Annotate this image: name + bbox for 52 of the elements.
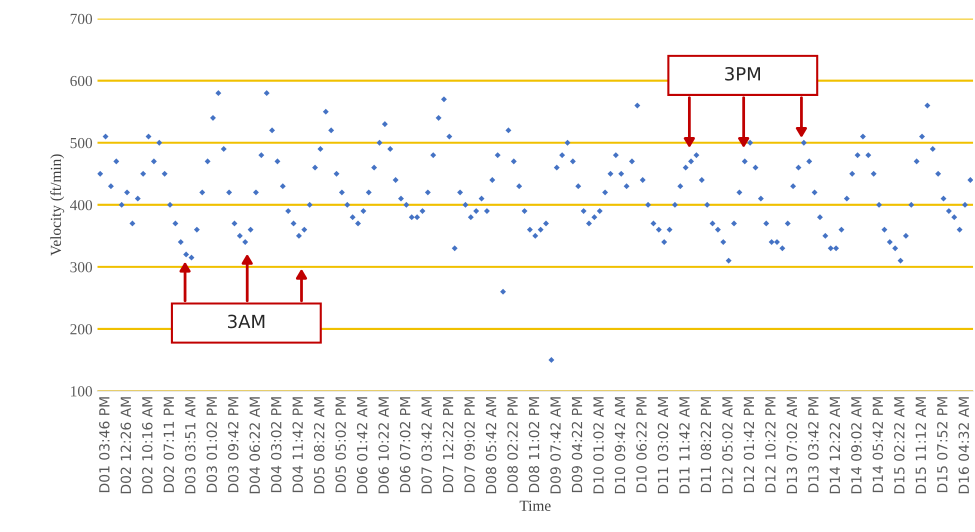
x-tick-label: D13 07:02 AM <box>786 397 798 494</box>
x-tick-label: D16 04:32 AM <box>958 397 970 494</box>
y-tick-label: 400 <box>70 200 92 210</box>
x-tick-label: D12 10:22 PM <box>765 397 776 492</box>
x-tick-label: D11 11:42 AM <box>679 397 690 494</box>
x-tick-label: D06 07:02 PM <box>400 397 410 492</box>
x-tick-label: D01 03:46 PM <box>99 397 110 492</box>
x-tick-label: D10 06:22 PM <box>636 397 647 492</box>
x-tick-label: D14 05:42 PM <box>872 397 884 492</box>
x-tick-label: D15 07:52 PM <box>937 397 948 492</box>
x-tick-label: D15 02:22 AM <box>894 397 905 494</box>
y-tick-label: 300 <box>70 262 92 272</box>
x-tick-label: D05 08:22 AM <box>314 397 324 494</box>
x-tick-label: D04 03:02 PM <box>270 397 282 492</box>
x-tick-label: D03 01:02 PM <box>206 397 218 492</box>
x-tick-label: D08 05:42 AM <box>486 397 496 494</box>
x-tick-label: D08 02:22 PM <box>507 397 518 492</box>
y-tick-label: 500 <box>70 138 92 148</box>
x-tick-label: D03 09:42 PM <box>228 397 238 492</box>
x-tick-label: D13 03:42 PM <box>808 397 819 492</box>
x-tick-label: D02 07:11 PM <box>164 397 174 492</box>
y-axis-title: Velocity (ft/min) <box>50 154 64 256</box>
x-tick-label: D09 07:42 AM <box>550 397 561 494</box>
x-tick-label: D04 11:42 PM <box>292 397 303 492</box>
x-tick-label: D12 05:02 AM <box>722 397 733 494</box>
x-tick-label: D06 01:42 AM <box>356 397 368 494</box>
x-tick-label: D10 09:42 AM <box>614 397 626 494</box>
y-tick-label: 100 <box>71 386 92 396</box>
y-tick-label: 200 <box>70 324 92 334</box>
x-tick-label: D10 01:02 AM <box>593 397 604 494</box>
x-tick-label: D14 09:02 AM <box>851 397 862 494</box>
x-tick-label: D07 12:22 PM <box>442 397 454 492</box>
x-tick-label: D15 11:12 AM <box>916 397 926 494</box>
x-tick-label: D03 03:51 AM <box>185 397 196 494</box>
annotation: 3PM <box>725 66 760 81</box>
x-tick-label: D14 12:22 AM <box>830 397 840 494</box>
x-tick-label: D07 09:02 PM <box>464 397 475 492</box>
annotation: 3AM <box>228 314 264 328</box>
x-tick-label: D02 12:26 AM <box>120 397 132 494</box>
x-tick-label: D08 11:02 PM <box>528 397 540 492</box>
x-tick-label: D11 03:02 AM <box>658 397 668 494</box>
x-axis-title: Time <box>520 500 551 511</box>
x-tick-label: D09 04:22 PM <box>572 397 582 492</box>
y-tick-label: 600 <box>70 76 92 86</box>
x-tick-label: D11 08:22 PM <box>700 397 712 492</box>
x-tick-label: D12 01:42 PM <box>744 397 754 492</box>
x-tick-label: D04 06:22 AM <box>249 397 260 494</box>
x-tick-label: D06 10:22 AM <box>378 397 389 494</box>
x-tick-label: D02 10:16 AM <box>142 397 153 494</box>
x-tick-label: D07 03:42 AM <box>421 397 432 494</box>
x-tick-label: D05 05:02 PM <box>335 397 346 492</box>
y-tick-label: 700 <box>70 14 92 24</box>
